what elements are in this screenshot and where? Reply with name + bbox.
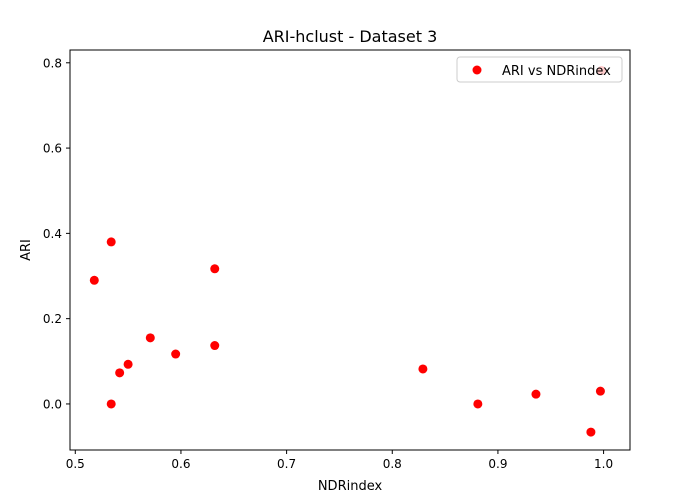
x-tick-label: 0.6 [171,457,190,471]
data-point [89,275,99,285]
data-point [595,386,605,396]
data-point [145,333,155,343]
legend-label: ARI vs NDRindex [502,64,611,79]
legend: ARI vs NDRindex [456,56,623,83]
y-tick-label: 0.6 [43,142,62,156]
x-tick-label: 0.8 [383,457,402,471]
x-tick-label: 0.5 [66,457,85,471]
y-tick-label: 0.2 [43,312,62,326]
data-point [106,237,116,247]
data-point [123,359,133,369]
data-point [473,399,483,409]
y-axis-label: ARI [19,239,34,261]
y-tick-label: 0.0 [43,397,62,411]
data-point [586,427,596,437]
data-point [106,399,116,409]
x-tick-label: 1.0 [594,457,613,471]
legend-marker [472,65,482,75]
data-point [531,389,541,399]
data-point [171,349,181,359]
legend-box [456,56,623,83]
x-tick-label: 0.9 [488,457,507,471]
data-point [210,341,220,351]
data-point [115,368,125,378]
plot-area-frame [69,49,631,451]
x-axis-ticks: 0.5 0.6 0.7 0.8 0.9 1.0 [66,450,613,471]
y-axis-ticks: 0.0 0.2 0.4 0.6 0.8 [43,56,70,411]
chart-title: ARI-hclust - Dataset 3 [263,27,438,46]
y-tick-label: 0.4 [43,227,62,241]
data-points [89,65,606,437]
data-point [210,264,220,274]
x-axis-label: NDRindex [318,479,383,494]
y-tick-label: 0.8 [43,56,62,70]
x-tick-label: 0.7 [277,457,296,471]
data-point [418,364,428,374]
